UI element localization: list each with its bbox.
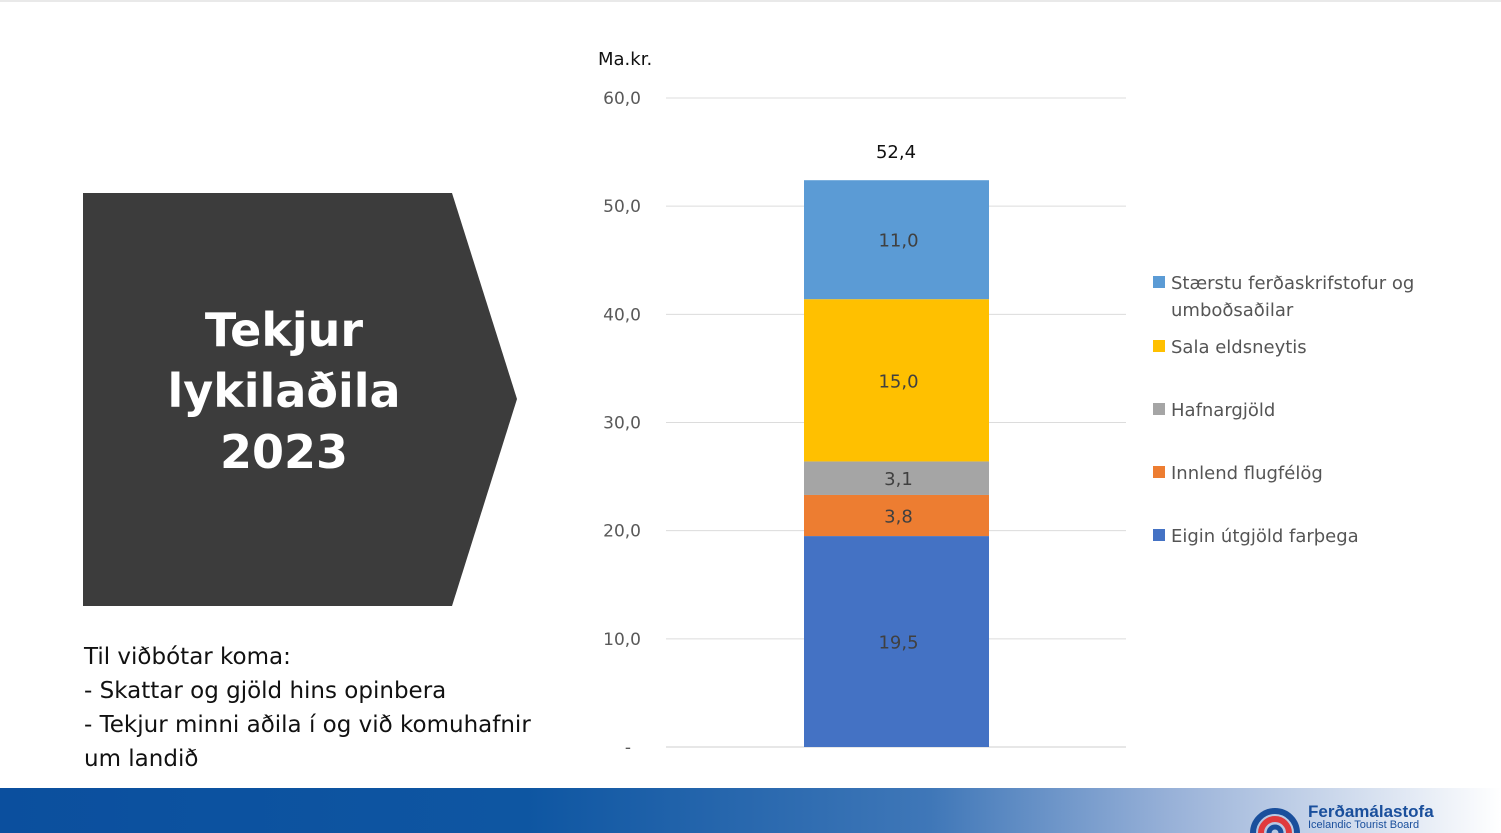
y-tick-labels: - 10,0 20,0 30,0 40,0 50,0 60,0 — [603, 89, 641, 758]
footer-band — [0, 788, 1501, 833]
legend-label: Stærstu ferðaskrifstofur og umboðsaðilar — [1171, 273, 1415, 321]
y-tick-label: - — [625, 738, 631, 758]
bar-segment-1 — [804, 536, 989, 747]
legend-swatch — [1153, 466, 1165, 478]
legend-swatch — [1153, 529, 1165, 541]
bar-segment-4 — [804, 299, 989, 462]
notes-line-2: - Skattar og gjöld hins opinbera — [84, 678, 447, 704]
legend-swatch — [1153, 340, 1165, 352]
bar-segments — [804, 180, 989, 747]
y-tick-label: 50,0 — [603, 197, 641, 217]
data-labels: 19,5 3,8 3,1 15,0 11,0 — [878, 231, 918, 654]
y-tick-label: 60,0 — [603, 89, 641, 109]
data-label-1: 19,5 — [878, 633, 918, 654]
legend-item: Sala eldsneytis — [1153, 334, 1483, 361]
top-divider — [0, 0, 1501, 2]
legend-swatch — [1153, 403, 1165, 415]
data-label-3: 3,1 — [884, 469, 913, 490]
legend-item: Hafnargjöld — [1153, 397, 1483, 424]
data-label-4: 15,0 — [878, 371, 918, 392]
title-arrow-shape — [83, 193, 517, 606]
logo-name: Ferðamálastofa — [1308, 802, 1434, 821]
bar-segment-3 — [804, 461, 989, 495]
total-label: 52,4 — [876, 142, 916, 163]
data-label-2: 3,8 — [884, 507, 913, 528]
notes-line-1: Til viðbótar koma: — [84, 644, 291, 670]
legend-label: Eigin útgjöld farþega — [1171, 526, 1359, 547]
title-line-1: Tekjur — [204, 303, 364, 357]
legend-label: Sala eldsneytis — [1171, 337, 1307, 358]
organization-logo: Ferðamálastofa Icelandic Tourist Board — [1250, 794, 1490, 833]
legend-swatch — [1153, 276, 1165, 288]
legend-item: Stærstu ferðaskrifstofur og umboðsaðilar — [1153, 270, 1483, 324]
y-tick-label: 10,0 — [603, 630, 641, 650]
y-tick-label: 20,0 — [603, 522, 641, 542]
slide-title: Tekjur lykilaðila 2023 — [83, 300, 485, 483]
legend-item: Eigin útgjöld farþega — [1153, 523, 1483, 550]
title-line-2: lykilaðila — [167, 364, 401, 418]
logo-mark-icon — [1250, 808, 1300, 833]
notes-line-4: um landið — [84, 746, 199, 772]
y-tick-label: 30,0 — [603, 414, 641, 434]
legend-label: Innlend flugfélög — [1171, 463, 1323, 484]
y-tick-label: 40,0 — [603, 305, 641, 325]
title-line-3: 2023 — [219, 425, 349, 479]
data-label-5: 11,0 — [878, 231, 918, 252]
stacked-bar-chart: Ma.kr. - 10,0 20,0 30,0 40,0 50,0 60,0 19,5 3,8… — [598, 49, 1126, 758]
notes-line-3: - Tekjur minni aðila í og við komuhafnir — [84, 712, 531, 738]
additional-notes: Til viðbótar koma: - Skattar og gjöld hi… — [84, 640, 564, 776]
bar-segment-2 — [804, 494, 989, 537]
legend-label: Hafnargjöld — [1171, 400, 1276, 421]
bar-segment-5 — [804, 180, 989, 300]
logo-subtitle: Icelandic Tourist Board — [1308, 819, 1420, 831]
y-axis-label: Ma.kr. — [598, 49, 652, 70]
legend-item: Innlend flugfélög — [1153, 460, 1483, 487]
